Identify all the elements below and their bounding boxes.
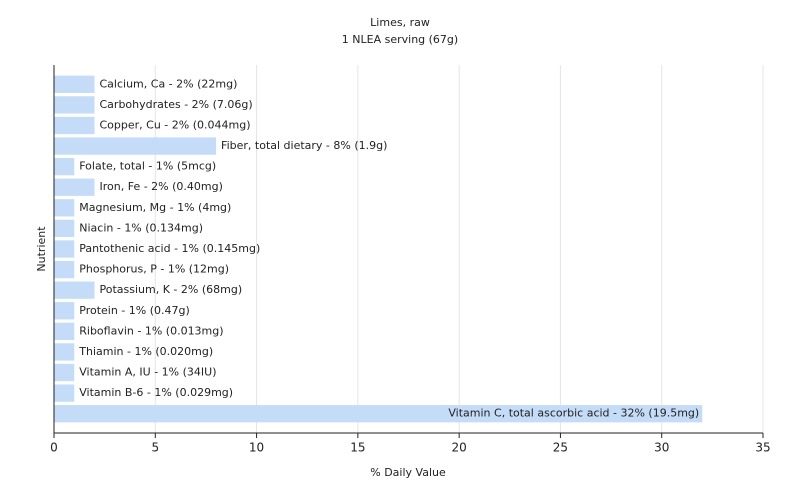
bar-label: Potassium, K - 2% (68mg): [100, 283, 243, 296]
x-tick-label: 30: [654, 441, 669, 455]
x-tick-label: 10: [249, 441, 264, 455]
bar-label: Phosphorus, P - 1% (12mg): [79, 263, 229, 276]
bar: [54, 363, 75, 382]
x-tick-label: 15: [350, 441, 365, 455]
bar: [54, 384, 75, 402]
bar-label: Vitamin C, total ascorbic acid - 32% (19…: [448, 407, 699, 420]
chart-title: Limes, raw: [370, 16, 430, 29]
bar-label: Riboflavin - 1% (0.013mg): [79, 324, 223, 337]
bar: [54, 405, 703, 423]
bar-label: Copper, Cu - 2% (0.044mg): [100, 118, 251, 131]
bar-label: Calcium, Ca - 2% (22mg): [100, 77, 238, 90]
bar: [54, 178, 95, 196]
bar: [54, 137, 217, 155]
bar-label: Vitamin A, IU - 1% (34IU): [79, 366, 216, 379]
bar-label: Protein - 1% (0.47g): [79, 304, 190, 317]
bar-label: Iron, Fe - 2% (0.40mg): [100, 180, 223, 193]
bar-label: Pantothenic acid - 1% (0.145mg): [79, 242, 260, 255]
bar-label: Vitamin B-6 - 1% (0.029mg): [79, 386, 233, 399]
x-tick-label: 35: [755, 441, 770, 455]
bar: [54, 240, 75, 258]
x-axis-label: % Daily Value: [370, 466, 446, 479]
chart-subtitle: 1 NLEA serving (67g): [342, 33, 458, 46]
bar-label: Folate, total - 1% (5mcg): [79, 160, 216, 173]
x-tick-label: 5: [151, 441, 159, 455]
bar: [54, 116, 95, 135]
bar: [54, 75, 95, 93]
bar: [54, 260, 75, 279]
y-axis-label: Nutrient: [35, 226, 48, 272]
bar: [54, 158, 75, 176]
bar: [54, 219, 75, 238]
bar: [54, 343, 75, 361]
bar: [54, 199, 75, 217]
bar: [54, 96, 95, 114]
x-tick-label: 0: [50, 441, 58, 455]
x-tick-label: 20: [452, 441, 467, 455]
x-tick-label: 25: [553, 441, 568, 455]
bar: [54, 302, 75, 320]
bar-label: Niacin - 1% (0.134mg): [79, 221, 203, 234]
bar-label: Magnesium, Mg - 1% (4mg): [79, 201, 231, 214]
bar-label: Carbohydrates - 2% (7.06g): [100, 98, 253, 111]
bar-label: Fiber, total dietary - 8% (1.9g): [221, 139, 387, 152]
bar: [54, 281, 95, 299]
bar-label: Thiamin - 1% (0.020mg): [78, 345, 213, 358]
bar: [54, 322, 75, 340]
